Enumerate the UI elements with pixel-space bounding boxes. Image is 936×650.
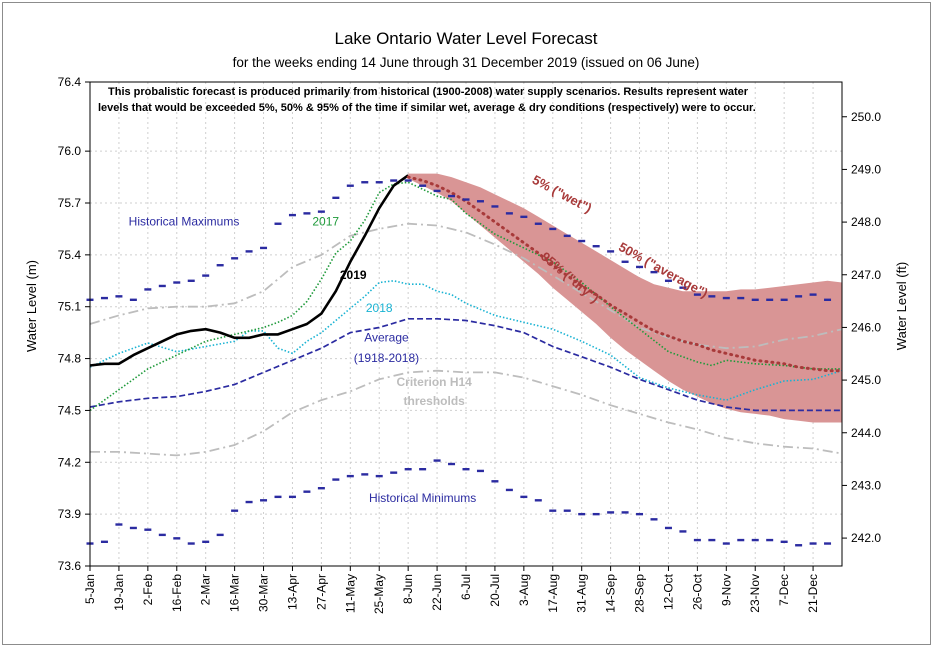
x-tick-label: 16-Feb — [170, 574, 184, 612]
y-right-tick-label: 243.0 — [851, 478, 881, 492]
y-right-tick-label: 244.0 — [851, 426, 881, 440]
y-right-tick-label: 245.0 — [851, 373, 881, 387]
x-tick-label: 8-Jun — [401, 574, 415, 604]
x-tick-label: 17-Aug — [546, 574, 560, 613]
series-criterion-upper — [89, 222, 843, 350]
x-tick-label: 12-Oct — [661, 573, 675, 610]
x-tick-label: 7-Dec — [777, 574, 791, 606]
y-right-tick-label: 248.0 — [851, 215, 881, 229]
series-forecast-50 — [406, 175, 844, 373]
y-right-tick-label: 242.0 — [851, 531, 881, 545]
y-tick-label: 74.8 — [58, 352, 82, 366]
annotation-y2019: 2019 — [340, 268, 367, 282]
x-tick-label: 28-Sep — [633, 574, 647, 613]
forecast-band — [408, 173, 842, 423]
x-tick-label: 11-May — [343, 574, 357, 613]
y-axis-label-right: Water Level (ft) — [894, 262, 909, 350]
y-tick-label: 74.2 — [58, 455, 82, 469]
chart-subtitle: for the weeks ending 14 June through 31 … — [233, 55, 700, 70]
x-tick-label: 19-Jan — [112, 574, 126, 611]
x-tick-label: 14-Sep — [604, 574, 618, 613]
x-tick-label: 6-Jul — [459, 574, 473, 600]
series-2019 — [89, 174, 409, 367]
y-axis-label-left: Water Level (m) — [24, 260, 39, 352]
x-tick-label: 2-Mar — [199, 574, 213, 605]
annotation-crit1: Criterion H14 — [397, 375, 473, 389]
y-tick-label: 75.1 — [58, 300, 82, 314]
y-right-tick-label: 250.0 — [851, 110, 881, 124]
y-tick-label: 73.9 — [58, 507, 82, 521]
x-tick-label: 30-Mar — [257, 574, 271, 612]
y-right-tick-label: 247.0 — [851, 268, 881, 282]
x-tick-label: 25-May — [372, 574, 386, 614]
series-average — [89, 317, 842, 412]
annotation-avg2: (1918-2018) — [354, 351, 419, 365]
annotation-crit2: thresholds — [404, 394, 466, 408]
x-tick-label: 13-Apr — [285, 574, 299, 610]
x-tick-label: 26-Oct — [690, 573, 704, 610]
chart-title: Lake Ontario Water Level Forecast — [335, 29, 598, 48]
x-tick-label: 21-Dec — [806, 574, 820, 613]
x-tick-label: 23-Nov — [748, 574, 762, 613]
x-tick-label: 27-Apr — [314, 574, 328, 610]
annotation-y2017: 2017 — [312, 214, 339, 228]
y-tick-label: 75.4 — [58, 248, 82, 262]
x-tick-label: 22-Jun — [430, 574, 444, 611]
y-tick-label: 75.7 — [58, 196, 82, 210]
y-tick-label: 73.6 — [58, 559, 82, 573]
annotation-y2018: 2018 — [366, 301, 393, 315]
forecast-note-line2: levels that would be exceeded 5%, 50% & … — [98, 102, 756, 114]
x-tick-label: 9-Nov — [719, 574, 733, 606]
series-lines — [86, 174, 844, 547]
x-tick-label: 20-Jul — [488, 574, 502, 607]
forecast-band-5-95 — [408, 173, 842, 423]
x-tick-label: 31-Aug — [575, 574, 589, 613]
y-tick-label: 76.4 — [58, 75, 82, 89]
annotation-hist_min: Historical Minimums — [369, 491, 476, 505]
y-tick-label: 74.5 — [58, 403, 82, 417]
forecast-note-line1: This probalistic forecast is produced pr… — [108, 86, 749, 98]
annotation-avg1: Average — [364, 330, 409, 344]
y-right-tick-label: 249.0 — [851, 162, 881, 176]
x-tick-label: 5-Jan — [83, 574, 97, 604]
x-tick-label: 16-Mar — [228, 574, 242, 612]
y-right-tick-label: 246.0 — [851, 320, 881, 334]
series-criterion-lower — [90, 369, 843, 457]
x-tick-label: 3-Aug — [517, 574, 531, 606]
y-tick-label: 76.0 — [58, 144, 82, 158]
axes: 73.6 73.9 74.2 74.5 74.8 75.1 75.4 75.7 76.0 76.4… — [58, 75, 882, 614]
x-tick-label: 2-Feb — [141, 574, 155, 606]
annotation-hist_max: Historical Maximums — [129, 214, 240, 228]
